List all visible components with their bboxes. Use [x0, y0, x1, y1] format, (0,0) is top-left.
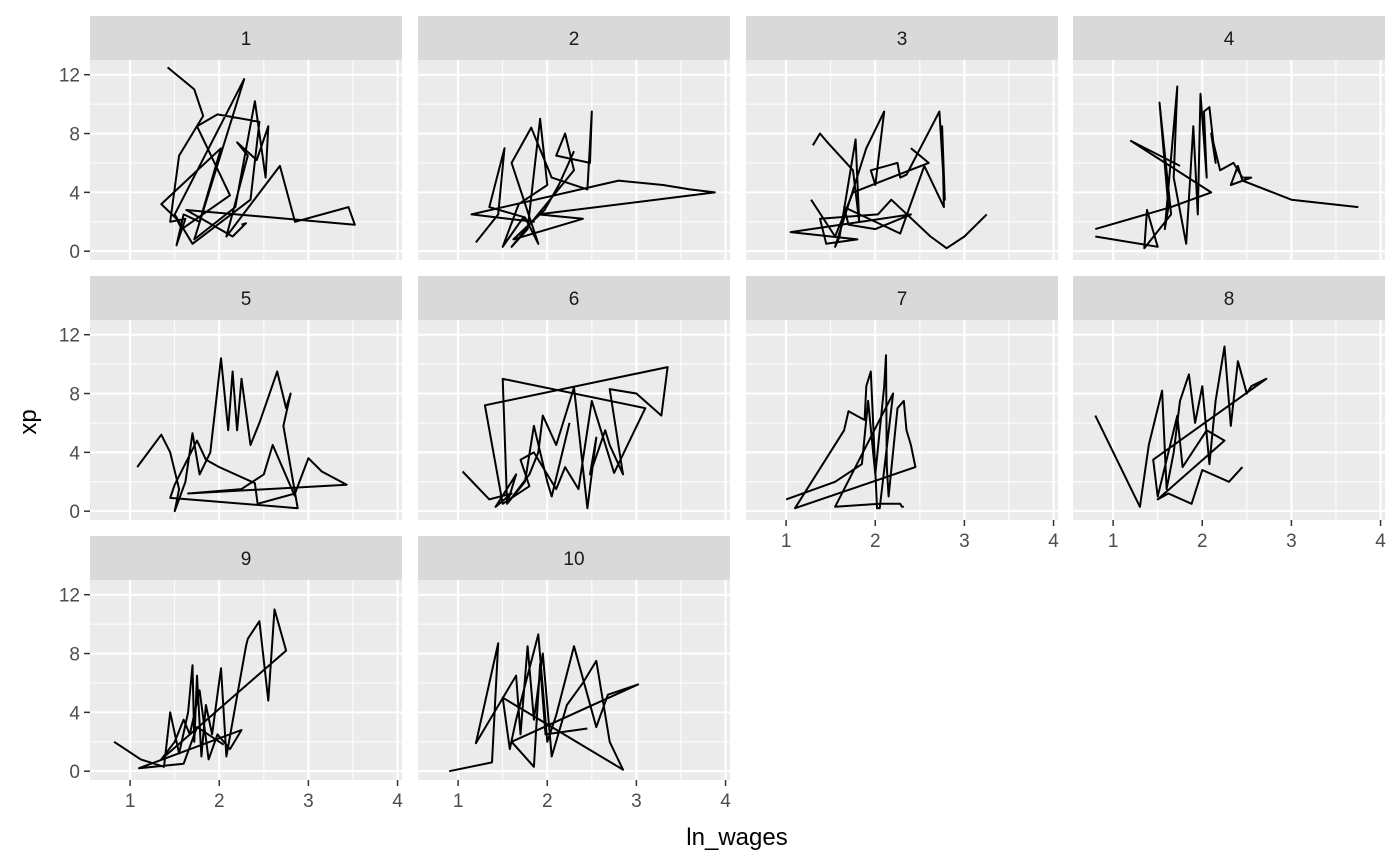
y-tick-label: 8	[69, 385, 80, 406]
panel-background	[90, 580, 402, 780]
facet-strip	[418, 276, 730, 320]
facet-panel-3: 3	[746, 16, 1058, 260]
x-tick-label: 4	[1375, 531, 1386, 552]
facet-strip-label: 2	[569, 29, 580, 50]
facet-panel-8: 8 1 2 3 4	[1073, 276, 1386, 552]
x-tick-label: 2	[542, 791, 553, 812]
series-line-10	[448, 633, 640, 773]
series-line-5	[136, 357, 348, 513]
facet-strip-label: 8	[1224, 289, 1235, 310]
facet-strip-label: 5	[241, 289, 252, 310]
facet-strip	[418, 536, 730, 580]
panel-background	[418, 580, 730, 780]
facet-strip	[90, 276, 402, 320]
facet-panel-6: 6	[418, 276, 730, 520]
facet-strip-label: 1	[241, 29, 252, 50]
x-tick-label: 2	[1197, 531, 1208, 552]
y-tick-label: 4	[69, 443, 80, 464]
series-line-6	[461, 366, 669, 510]
facet-strip	[746, 16, 1058, 60]
x-axis-title: ln_wages	[686, 824, 787, 851]
x-tick-label: 1	[125, 791, 136, 812]
facet-panel-2: 2	[418, 16, 730, 260]
facet-panel-7: 7 1 2 3 4	[746, 276, 1059, 552]
facet-strip	[90, 16, 402, 60]
panel-background	[418, 320, 730, 520]
facet-panel-10: 10 1 2 3 4	[418, 536, 731, 812]
y-tick-label: 12	[59, 586, 80, 607]
x-tick-label: 4	[1048, 531, 1059, 552]
facet-strip-label: 3	[897, 29, 908, 50]
facet-panel-4: 4	[1073, 16, 1385, 260]
x-tick-label: 3	[303, 791, 314, 812]
panel-background	[1073, 320, 1385, 520]
facet-strip-label: 6	[569, 289, 580, 310]
series-line-extra-4	[1095, 139, 1213, 231]
y-tick-label: 4	[69, 703, 80, 724]
panel-background	[746, 320, 1058, 520]
x-tick-label: 3	[959, 531, 970, 552]
y-tick-label: 12	[59, 66, 80, 87]
facet-strip	[418, 16, 730, 60]
facet-strip	[90, 536, 402, 580]
x-tick-label: 2	[870, 531, 881, 552]
facet-strip	[1073, 276, 1385, 320]
x-tick-label: 1	[1108, 531, 1119, 552]
x-tick-label: 3	[631, 791, 642, 812]
y-tick-label: 8	[69, 125, 80, 146]
facet-strip-label: 9	[241, 549, 252, 570]
series-line-9	[113, 608, 288, 770]
x-tick-label: 4	[720, 791, 731, 812]
y-tick-label: 0	[69, 762, 80, 783]
y-tick-label: 0	[69, 242, 80, 263]
y-tick-label: 8	[69, 645, 80, 666]
facet-strip-label: 10	[563, 549, 584, 570]
series-line-2	[470, 110, 716, 248]
y-tick-label: 12	[59, 326, 80, 347]
series-line-3	[789, 110, 988, 250]
y-tick-label: 0	[69, 502, 80, 523]
series-line-7	[785, 354, 917, 510]
y-tick-label: 4	[69, 183, 80, 204]
x-tick-label: 4	[392, 791, 403, 812]
facet-strip-label: 7	[897, 289, 908, 310]
series-line-1	[160, 66, 356, 247]
facet-panel-5: 5 0 4 8 12	[59, 276, 402, 523]
facet-strip	[746, 276, 1058, 320]
panel-background	[1073, 60, 1385, 260]
facet-strip-label: 4	[1224, 29, 1235, 50]
facet-strip	[1073, 16, 1385, 60]
x-tick-label: 3	[1286, 531, 1297, 552]
series-line-extra-3	[810, 147, 930, 238]
x-tick-label: 1	[453, 791, 464, 812]
facet-panel-1: 1 0 4 8 12	[59, 16, 402, 263]
x-tick-label: 2	[214, 791, 225, 812]
y-axis-title: xp	[15, 409, 42, 434]
x-tick-label: 1	[781, 531, 792, 552]
series-line-8	[1094, 345, 1268, 508]
